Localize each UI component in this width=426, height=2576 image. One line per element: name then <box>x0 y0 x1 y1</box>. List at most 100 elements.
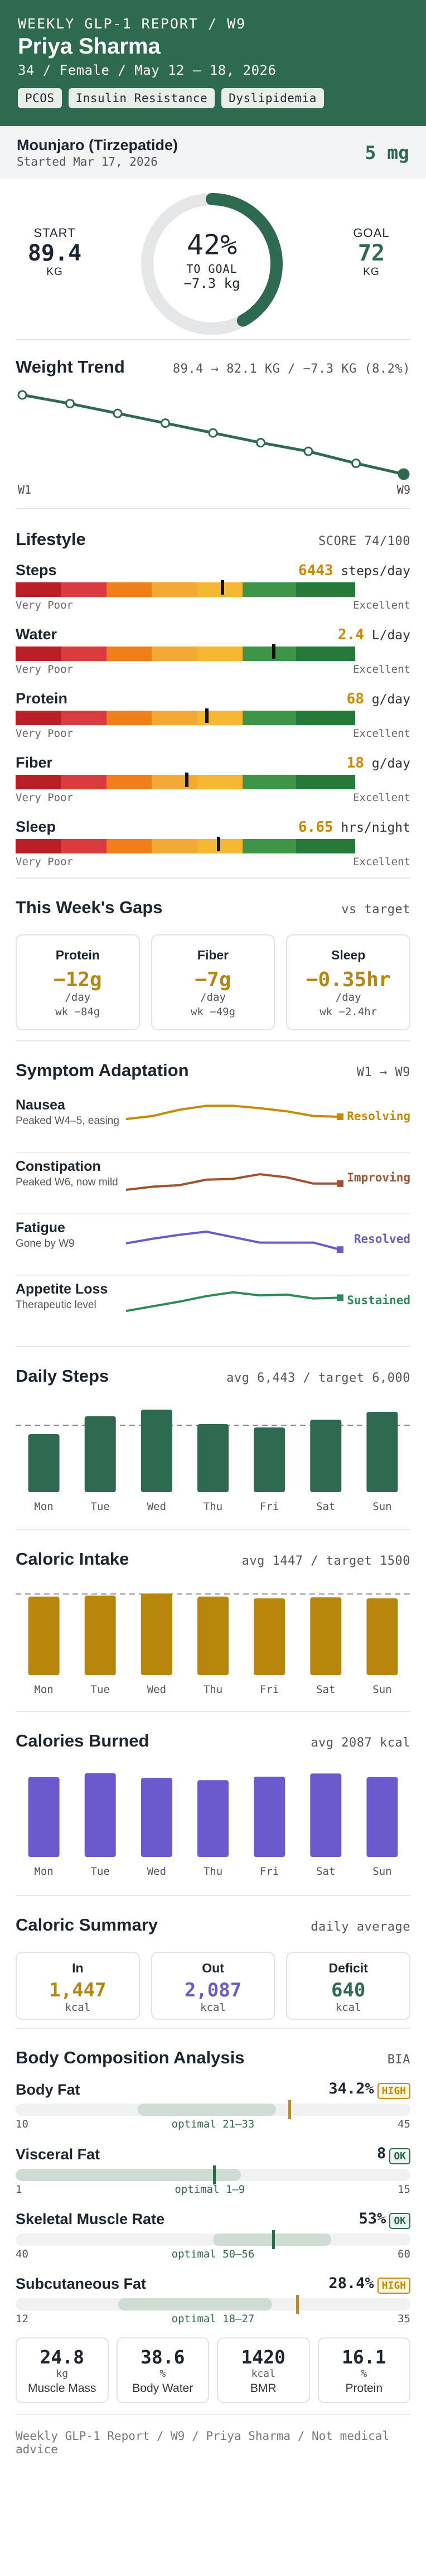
lifestyle-unit: g/day <box>371 692 410 707</box>
day-label: Mon <box>34 1683 53 1696</box>
scale-low-label: Very Poor <box>16 856 73 868</box>
bodycomp-name: Visceral Fat <box>16 2145 100 2163</box>
gap-value: −0.35hr <box>306 968 391 991</box>
day-label: Sat <box>316 1683 335 1696</box>
scale-segment <box>61 775 106 789</box>
bodycomp-row: Visceral Fat 8 OK 1 optimal 1–9 15 <box>16 2145 410 2196</box>
trend-point <box>256 438 265 448</box>
scale-segment <box>16 647 61 661</box>
day-label: Sat <box>316 1501 335 1513</box>
optimal-range <box>118 2298 273 2311</box>
bodycomp-scale: 1 optimal 1–9 15 <box>16 2183 410 2196</box>
bar <box>28 1777 60 1857</box>
intake-title: Caloric Intake <box>16 1549 129 1569</box>
intake-bar-chart: Mon Tue Wed Thu Fri Sat Sun <box>16 1593 410 1696</box>
trend-point <box>17 390 27 400</box>
medication-start: Started Mar 17, 2026 <box>17 155 158 168</box>
symptom-status: Resolved <box>354 1232 410 1246</box>
gap-label: Fiber <box>197 948 229 962</box>
optimal-range <box>138 2104 277 2116</box>
scale-segment <box>16 711 61 725</box>
symptoms-range: W1 → W9 <box>356 1065 410 1079</box>
lifestyle-marker <box>221 580 225 595</box>
lifestyle-marker <box>185 773 189 787</box>
mini-label: Protein <box>345 2382 383 2395</box>
symptom-line <box>125 1173 340 1191</box>
scale-segment <box>61 582 106 597</box>
bar <box>141 1593 172 1675</box>
symptom-sparkline <box>125 1291 343 1313</box>
bar <box>197 1596 229 1675</box>
symptom-divider <box>16 1275 410 1276</box>
day-label: Tue <box>91 1865 110 1878</box>
bodycomp-track <box>16 2230 410 2249</box>
symptom-line <box>125 1291 341 1313</box>
calsum-section: Caloric Summary daily average In 1,447 kcal… <box>16 1896 411 2029</box>
scale-segment <box>152 582 197 597</box>
bodycomp-right: BIA <box>387 2053 410 2067</box>
bodycomp-value: 34.2% <box>328 2080 374 2097</box>
scale-segment <box>16 775 61 789</box>
trend-title: Weight Trend <box>16 357 125 377</box>
scale-low-label: Very Poor <box>16 599 73 611</box>
bodycomp-value: 28.4% <box>328 2274 374 2292</box>
mini-unit: kg <box>56 2368 69 2380</box>
bar <box>197 1424 229 1492</box>
day-label: Thu <box>204 1501 222 1513</box>
scale-min: 10 <box>16 2118 28 2131</box>
cal-in-card: In 1,447 kcal <box>16 1952 140 2020</box>
scale-high-label: Excellent <box>353 856 410 868</box>
scale-min: 40 <box>16 2247 28 2260</box>
scale-segment <box>152 647 197 661</box>
scale-ends: Very Poor Excellent <box>16 663 410 676</box>
steps-section: Daily Steps avg 6,443 / target 6,000 Mon T… <box>16 1347 410 1530</box>
lifestyle-value-wrap: 68 g/day <box>347 691 410 707</box>
lifestyle-row-protein: Protein 68 g/day Very Poor Excellent <box>16 690 410 740</box>
scale-segment <box>106 839 152 853</box>
lifestyle-value-wrap: 6443 steps/day <box>298 562 410 579</box>
scale-segment <box>16 839 61 853</box>
scale-high-label: Excellent <box>353 727 410 740</box>
symptom-name: Constipation <box>16 1159 101 1174</box>
symptom-sparkline <box>125 1173 343 1191</box>
bar <box>84 1595 116 1675</box>
report-label: WEEKLY GLP-1 REPORT / W9 <box>18 16 246 32</box>
bar <box>28 1596 60 1675</box>
day-label: Sun <box>372 1501 391 1513</box>
gap-week: wk −49g <box>190 1006 236 1018</box>
scale-segment <box>106 711 152 725</box>
progress-percent: 42% <box>186 229 238 261</box>
day-label: Mon <box>34 1865 53 1878</box>
bodycomp-scale: 40 optimal 50–56 60 <box>16 2248 410 2260</box>
scale-segment <box>61 647 106 661</box>
lifestyle-value: 18 <box>346 755 364 771</box>
day-label: Thu <box>204 1865 222 1878</box>
burned-title: Calories Burned <box>16 1731 149 1750</box>
symptom-sparkline <box>125 1230 343 1253</box>
bodycomp-track <box>16 2100 410 2120</box>
condition-tags: PCOS Insulin Resistance Dyslipidemia <box>18 88 408 108</box>
scale-segment <box>197 647 243 661</box>
calsum-right: daily average <box>311 1920 410 1934</box>
card-unit: kcal <box>335 2001 361 2014</box>
mini-label: BMR <box>250 2382 277 2395</box>
symptom-divider <box>16 1213 410 1214</box>
lifestyle-unit: hrs/night <box>341 821 410 835</box>
bodycomp-marker <box>213 2165 216 2184</box>
bodycomp-scale: 12 optimal 18–27 35 <box>16 2313 410 2325</box>
goal-weight: GOAL 72 KG <box>332 226 410 278</box>
bar <box>254 1598 285 1675</box>
bodycomp-value: 8 <box>377 2145 386 2163</box>
intake-section: Caloric Intake avg 1447 / target 1500 Mon… <box>16 1530 410 1712</box>
status-badge: HIGH <box>377 2278 410 2294</box>
lifestyle-score: SCORE 74/100 <box>318 534 410 548</box>
scale-segment <box>296 839 355 853</box>
patient-name: Priya Sharma <box>18 34 161 59</box>
scale-segment <box>16 582 61 597</box>
scale-low-label: Very Poor <box>16 792 73 804</box>
bar <box>28 1434 60 1492</box>
gaps-right: vs target <box>341 903 410 916</box>
scale-segment <box>296 775 355 789</box>
bar <box>366 1598 398 1675</box>
lifestyle-row-head: Water 2.4 L/day <box>16 626 410 643</box>
